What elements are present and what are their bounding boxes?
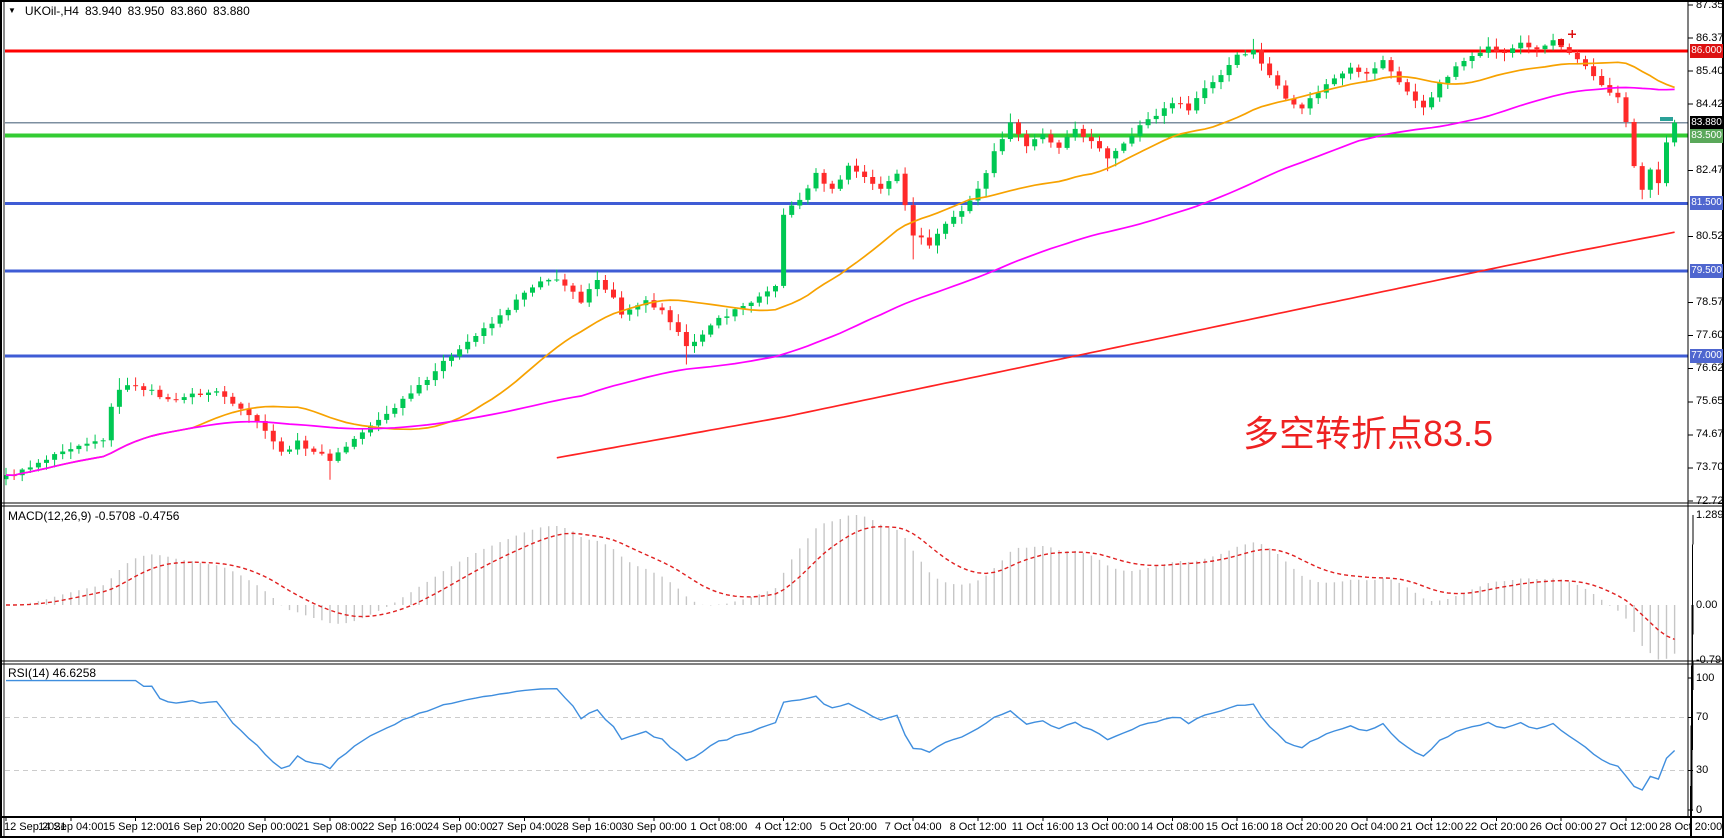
rsi-tick-label: 0 <box>1696 803 1703 816</box>
price-tick-label: 80.525 <box>1696 229 1724 242</box>
time-tick-label: 13 Oct 00:00 <box>1076 821 1140 833</box>
time-tick-label: 28 Sep 16:00 <box>556 821 622 833</box>
symbol-label: UKOil-,H4 <box>24 4 79 18</box>
chart-annotation-text: 多空转折点83.5 <box>1243 413 1494 454</box>
price-tick-label: 73.700 <box>1696 461 1724 474</box>
high-value: 83.950 <box>127 4 165 18</box>
time-tick-label: 20 Oct 04:00 <box>1335 821 1399 833</box>
symbol-bar[interactable]: ▼ UKOil-,H4 83.940 83.950 83.860 83.880 <box>8 4 250 18</box>
time-tick-label: 16 Sep 20:00 <box>167 821 234 833</box>
price-level-badge: 77.000 <box>1690 349 1723 363</box>
price-level-badge: 83.500 <box>1690 128 1723 143</box>
time-tick-label: 15 Oct 16:00 <box>1205 821 1269 833</box>
time-tick-label: 12 Sep 2021 <box>4 821 67 833</box>
price-level-badge: 83.880 <box>1690 115 1723 130</box>
time-tick-label: 30 Sep 00:00 <box>621 821 687 833</box>
time-tick-label: 28 Oct 20:00 <box>1659 821 1723 833</box>
price-level-badge: 79.500 <box>1690 264 1723 279</box>
price-tick-label: 84.425 <box>1696 97 1724 110</box>
price-tick-label: 85.400 <box>1696 64 1724 77</box>
time-tick-label: 14 Sep 04:00 <box>38 821 104 833</box>
price-tick-label: 76.625 <box>1696 362 1724 375</box>
time-tick-label: 8 Oct 12:00 <box>949 821 1007 833</box>
time-tick-label: 15 Sep 12:00 <box>102 821 169 833</box>
time-tick-label: 27 Sep 04:00 <box>491 821 558 833</box>
price-tick-label: 72.725 <box>1696 494 1724 507</box>
price-tick-label: 78.575 <box>1696 296 1724 309</box>
price-tick-label: 86.375 <box>1696 31 1724 44</box>
price-tick-label: 75.650 <box>1696 395 1724 408</box>
low-value: 83.860 <box>170 4 208 18</box>
rsi-tick-label: 30 <box>1696 763 1709 776</box>
price-tick-label: 87.350 <box>1696 0 1724 11</box>
macd-indicator-label: MACD(12,26,9) -0.5708 -0.4756 <box>8 509 180 523</box>
macd-tick-label: 0.00 <box>1696 598 1718 611</box>
price-tick-label: 82.475 <box>1696 163 1724 176</box>
macd-tick-label: 1.2891 <box>1696 508 1724 521</box>
time-tick-label: 21 Sep 08:00 <box>297 821 363 833</box>
time-tick-label: 22 Sep 16:00 <box>362 821 428 833</box>
price-level-badge: 86.000 <box>1690 43 1723 58</box>
price-tick-label: 74.675 <box>1696 428 1724 441</box>
time-tick-label: 14 Oct 08:00 <box>1140 821 1204 833</box>
rsi-indicator-label: RSI(14) 46.6258 <box>8 666 97 680</box>
open-value: 83.940 <box>84 4 122 18</box>
time-tick-label: 4 Oct 12:00 <box>755 821 813 833</box>
macd-tick-label: -0.7941 <box>1696 653 1724 666</box>
time-tick-label: 27 Oct 12:00 <box>1594 821 1658 833</box>
time-tick-label: 18 Oct 20:00 <box>1270 821 1334 833</box>
time-tick-label: 24 Sep 00:00 <box>426 821 493 833</box>
time-tick-label: 1 Oct 08:00 <box>690 821 748 833</box>
rsi-tick-label: 100 <box>1696 671 1715 684</box>
chevron-down-icon[interactable]: ▼ <box>8 6 16 15</box>
rsi-tick-label: 70 <box>1696 711 1709 724</box>
time-tick-label: 11 Oct 16:00 <box>1011 821 1074 833</box>
time-tick-label: 20 Sep 00:00 <box>232 821 298 833</box>
price-tick-label: 77.600 <box>1696 329 1724 342</box>
time-tick-label: 26 Oct 00:00 <box>1529 821 1593 833</box>
close-value: 83.880 <box>213 4 250 18</box>
time-tick-label: 5 Oct 20:00 <box>819 821 877 833</box>
time-tick-label: 7 Oct 04:00 <box>884 821 942 833</box>
time-tick-label: 22 Oct 20:00 <box>1464 821 1528 833</box>
time-tick-label: 21 Oct 12:00 <box>1400 821 1464 833</box>
price-level-badge: 81.500 <box>1690 196 1723 211</box>
